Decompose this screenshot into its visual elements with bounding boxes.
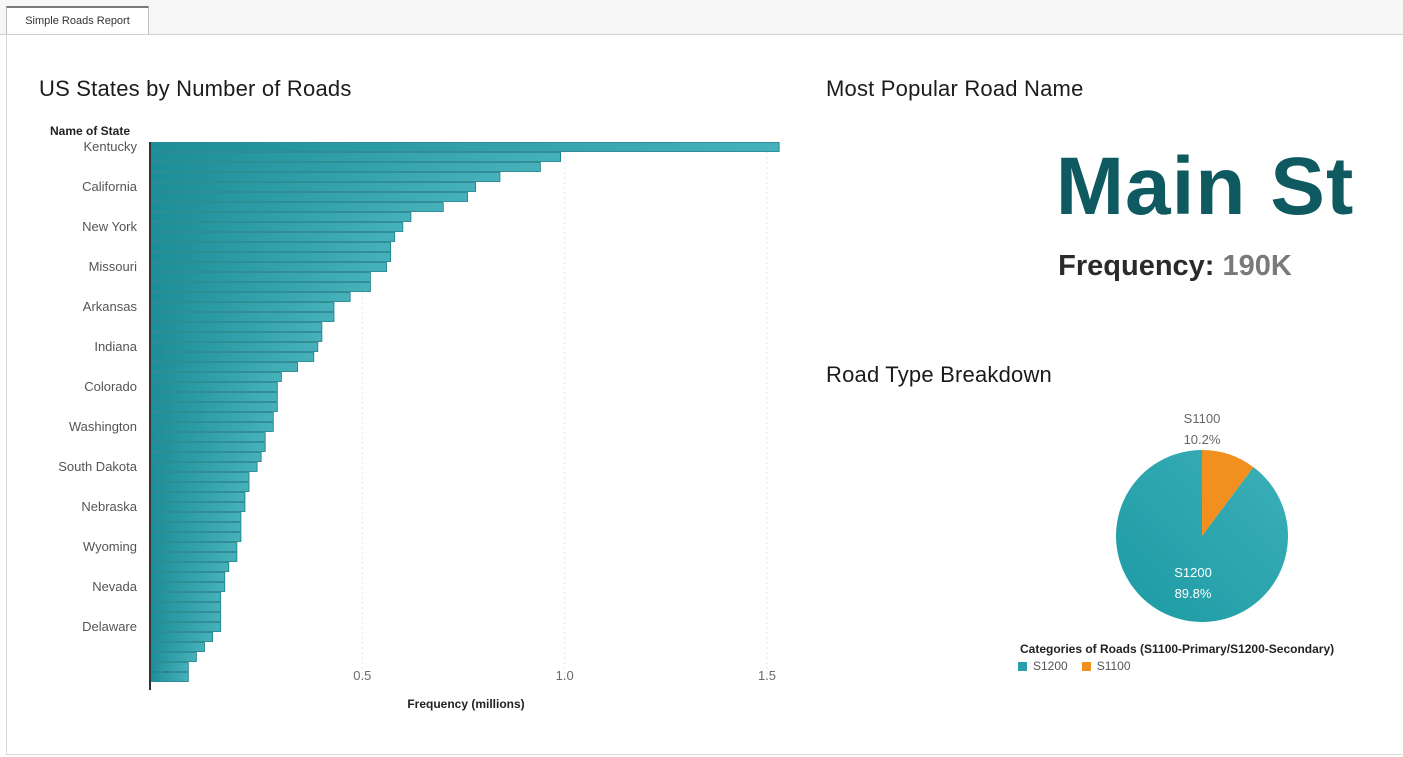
y-axis-title: Name of State	[50, 124, 130, 138]
y-category-label: California	[82, 179, 138, 194]
bar[interactable]	[149, 272, 371, 282]
bar[interactable]	[149, 212, 412, 222]
y-category-label: Kentucky	[84, 139, 138, 154]
y-category-label: Indiana	[94, 339, 137, 354]
bar[interactable]	[149, 162, 541, 172]
bar[interactable]	[149, 492, 246, 502]
bar[interactable]	[149, 142, 780, 152]
bar[interactable]	[149, 442, 266, 452]
bar[interactable]	[149, 552, 238, 562]
bar[interactable]	[149, 652, 197, 662]
legend-swatch-s1100	[1081, 661, 1091, 671]
bar[interactable]	[149, 242, 392, 252]
bar[interactable]	[149, 172, 501, 182]
y-category-label: Washington	[69, 419, 137, 434]
bar[interactable]	[149, 592, 222, 602]
bar[interactable]	[149, 222, 404, 232]
pie-percent-s1200: 89.8%	[1175, 586, 1212, 601]
bar[interactable]	[149, 562, 230, 572]
bar[interactable]	[149, 412, 274, 422]
bar[interactable]	[149, 292, 351, 302]
legend-item-s1200[interactable]: S1200	[1018, 659, 1068, 673]
popular-road-name: Main St	[1055, 141, 1355, 232]
bar[interactable]	[149, 402, 278, 412]
bar[interactable]	[149, 332, 323, 342]
bar[interactable]	[149, 542, 238, 552]
frequency-value: 190K	[1222, 250, 1292, 282]
bar-chart-title: US States by Number of Roads	[39, 76, 352, 101]
x-tick-label: 1.5	[758, 668, 776, 683]
bar[interactable]	[149, 612, 222, 622]
legend-swatch-s1200	[1018, 661, 1027, 671]
bar[interactable]	[149, 152, 562, 162]
bar[interactable]	[149, 252, 392, 262]
x-tick-label: 1.0	[556, 668, 574, 683]
bar[interactable]	[149, 622, 222, 632]
y-category-label: New York	[82, 219, 137, 234]
bar[interactable]	[149, 572, 226, 582]
bar[interactable]	[149, 312, 335, 322]
pie-legend: S1200 S1100	[1018, 659, 1145, 673]
bar[interactable]	[149, 632, 214, 642]
bar[interactable]	[149, 182, 477, 192]
bar[interactable]	[149, 642, 205, 652]
bar[interactable]	[149, 452, 262, 462]
bar[interactable]	[149, 382, 278, 392]
tab-strip: Simple Roads Report	[0, 0, 1403, 35]
bar[interactable]	[149, 502, 246, 512]
bar[interactable]	[149, 602, 222, 612]
bar[interactable]	[149, 662, 189, 672]
pie-label-s1200: S1200	[1174, 565, 1212, 580]
y-category-label: Nebraska	[81, 499, 137, 514]
y-category-label: Colorado	[84, 379, 137, 394]
pie-label-s1100: S1100	[1184, 411, 1221, 426]
legend-item-s1100[interactable]: S1100	[1081, 659, 1131, 673]
bar[interactable]	[149, 672, 189, 682]
bar[interactable]	[149, 532, 242, 542]
legend-label-s1200: S1200	[1033, 659, 1068, 673]
bar[interactable]	[149, 372, 282, 382]
bar[interactable]	[149, 472, 250, 482]
bar[interactable]	[149, 482, 250, 492]
x-axis-title: Frequency (millions)	[407, 697, 524, 711]
y-category-label: Missouri	[89, 259, 138, 274]
bar[interactable]	[149, 462, 258, 472]
bar[interactable]	[149, 192, 468, 202]
pie-chart-title: Road Type Breakdown	[826, 362, 1052, 387]
y-category-label: Delaware	[82, 619, 137, 634]
bar[interactable]	[149, 362, 298, 372]
y-category-label: Arkansas	[83, 299, 138, 314]
bar[interactable]	[149, 342, 319, 352]
legend-title: Categories of Roads (S1100-Primary/S1200…	[1020, 642, 1335, 656]
pie-slice-s1200[interactable]	[1116, 450, 1288, 622]
bar[interactable]	[149, 512, 242, 522]
bar[interactable]	[149, 422, 274, 432]
bar[interactable]	[149, 582, 226, 592]
report-canvas	[6, 34, 1402, 755]
bar[interactable]	[149, 202, 444, 212]
bar[interactable]	[149, 282, 371, 292]
frequency-label: Frequency:	[1058, 250, 1215, 282]
bar[interactable]	[149, 322, 323, 332]
y-category-label: Nevada	[92, 579, 138, 594]
pie-percent-s1100: 10.2%	[1184, 432, 1221, 447]
x-tick-label: 0.5	[353, 668, 371, 683]
legend-label-s1100: S1100	[1096, 659, 1131, 673]
popular-frequency: Frequency: 190K	[1040, 250, 1310, 283]
bar[interactable]	[149, 522, 242, 532]
bar[interactable]	[149, 432, 266, 442]
road-type-pie-chart: S1100 10.2% S1200 89.8%	[1116, 411, 1288, 622]
bar[interactable]	[149, 302, 335, 312]
bar[interactable]	[149, 352, 315, 362]
pie-slice-s1100[interactable]	[1202, 450, 1254, 536]
y-category-label: Wyoming	[83, 539, 137, 554]
popular-title: Most Popular Road Name	[826, 76, 1084, 101]
bar[interactable]	[149, 262, 388, 272]
y-category-label: South Dakota	[58, 459, 138, 474]
bar[interactable]	[149, 232, 396, 242]
tab-simple-roads-report[interactable]: Simple Roads Report	[6, 6, 149, 34]
bar[interactable]	[149, 392, 278, 402]
